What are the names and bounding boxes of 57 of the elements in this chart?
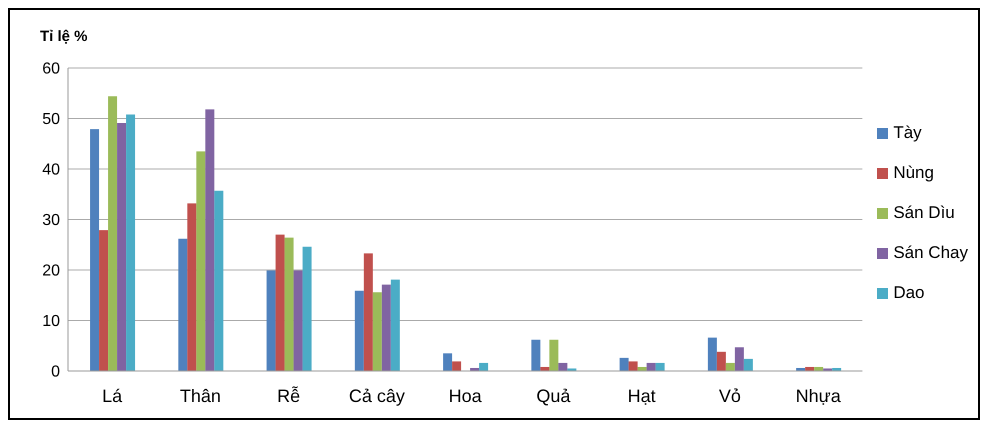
bar: [354, 290, 364, 371]
bar: [284, 238, 294, 371]
bar: [382, 284, 391, 371]
bar: [214, 190, 224, 371]
y-tick-label: 30: [42, 212, 60, 230]
legend-label: Nùng: [893, 163, 934, 183]
bar: [628, 361, 638, 371]
legend-label: Sán Chay: [893, 243, 968, 263]
bar: [734, 347, 744, 371]
bar: [99, 230, 108, 371]
bar: [178, 238, 188, 371]
bar: [531, 340, 540, 371]
y-tick-label: 60: [42, 60, 60, 78]
bar: [452, 361, 462, 371]
bar: [443, 353, 452, 371]
bar: [108, 96, 118, 371]
bar: [276, 234, 285, 371]
y-axis-title: Tỉ lệ %: [40, 28, 88, 45]
legend-label: Dao: [893, 283, 925, 303]
bar: [205, 109, 214, 371]
x-tick-label: Nhựa: [796, 386, 842, 406]
bar: [479, 362, 488, 371]
bar: [726, 362, 735, 371]
x-tick-label: Quả: [536, 386, 572, 406]
bar: [656, 362, 665, 371]
x-tick-label: Lá: [102, 386, 124, 406]
bar: [302, 246, 312, 371]
bar: [126, 114, 136, 371]
bar: [390, 280, 400, 371]
y-tick-label: 40: [42, 162, 60, 179]
y-tick-label: 50: [42, 111, 60, 128]
bar: [558, 362, 568, 371]
bar: [716, 352, 726, 371]
bar: [620, 358, 629, 371]
bar: [117, 123, 126, 371]
bar: [549, 340, 558, 371]
x-tick-label: Hạt: [628, 386, 656, 406]
bar: [90, 129, 100, 371]
y-tick-label: 0: [51, 364, 60, 381]
bar: [187, 203, 196, 371]
bar: [744, 358, 753, 371]
bar: [372, 292, 382, 371]
bar: [364, 253, 373, 371]
y-tick-label: 20: [42, 262, 60, 280]
x-tick-label: Vỏ: [718, 386, 741, 406]
y-tick-label: 10: [42, 313, 60, 330]
bar: [646, 362, 656, 371]
x-tick-label: Thân: [180, 386, 221, 406]
x-tick-label: Cả cây: [348, 386, 405, 406]
legend-label: Sán Dìu: [893, 203, 955, 223]
bar: [294, 270, 303, 371]
bar: [196, 151, 206, 371]
x-tick-label: Hoa: [448, 386, 483, 406]
x-tick-label: Rễ: [277, 386, 300, 406]
bar: [708, 338, 717, 371]
legend-label: Tày: [893, 123, 922, 143]
bar: [266, 270, 276, 371]
